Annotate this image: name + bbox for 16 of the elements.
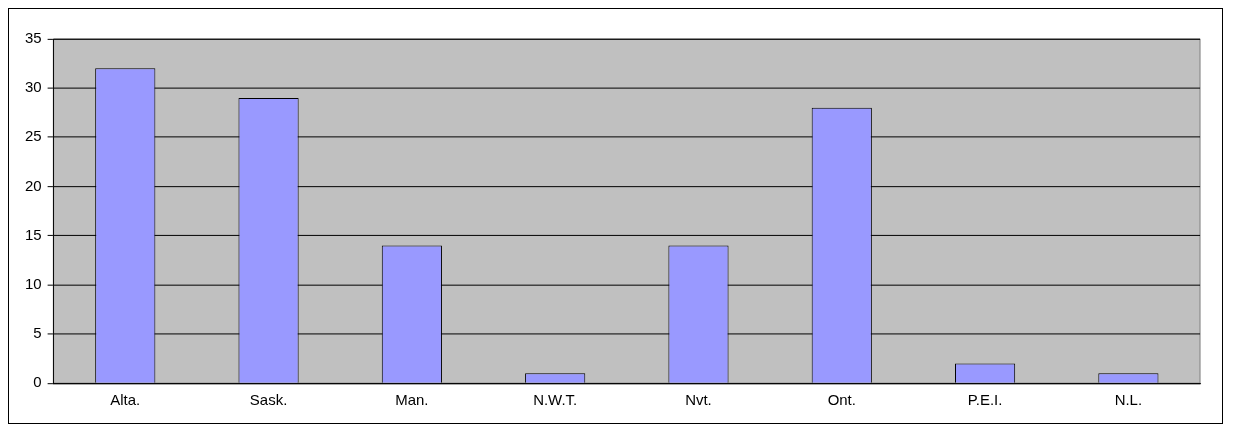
- y-tick-label: 20: [24, 176, 42, 194]
- y-tick-label: 15: [24, 225, 42, 243]
- x-tick-label: Alta.: [110, 391, 141, 409]
- y-tick-label: 30: [24, 78, 42, 96]
- y-tick-label: 10: [24, 274, 42, 292]
- x-tick-label: P.E.I.: [967, 391, 1003, 409]
- x-tick-label: N.W.T.: [533, 391, 578, 409]
- x-tick-label: Sask.: [249, 391, 288, 409]
- x-tick-label: Nvt.: [685, 391, 712, 409]
- y-tick-label: 35: [24, 29, 42, 46]
- y-tick-label: 0: [33, 373, 42, 391]
- x-tick-label: Man.: [395, 391, 429, 409]
- y-tick-label: 25: [24, 127, 42, 145]
- x-tick-label: N.L.: [1114, 391, 1143, 409]
- x-tick-label: Ont.: [827, 391, 856, 409]
- y-tick-label: 5: [33, 324, 42, 342]
